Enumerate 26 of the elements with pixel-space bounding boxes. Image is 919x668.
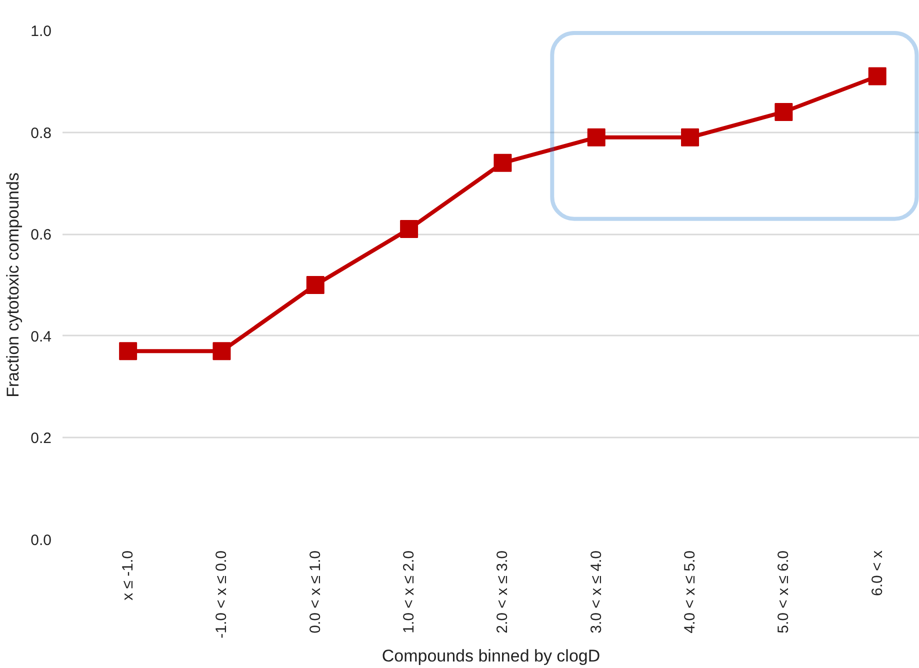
x-axis-title: Compounds binned by clogD <box>382 646 600 666</box>
x-tick-label: 1.0 < x ≤ 2.0 <box>400 550 418 634</box>
point <box>681 128 700 146</box>
y-axis-title: Fraction cytotoxic compounds <box>4 172 23 398</box>
x-tick-label: 5.0 < x ≤ 6.0 <box>775 550 792 634</box>
point <box>587 128 606 146</box>
y-tick-label: 0.6 <box>30 226 52 244</box>
x-tick-label: 2.0 < x ≤ 3.0 <box>494 550 512 634</box>
x-tick-label: x ≤ -1.0 <box>120 550 137 600</box>
y-tick-label: 1.0 <box>30 23 52 40</box>
x-tick-label: -1.0 < x ≤ 0.0 <box>213 550 230 638</box>
point <box>400 220 418 238</box>
y-tick-label: 0.4 <box>30 328 52 346</box>
point <box>306 276 324 294</box>
point <box>868 67 886 86</box>
x-tick-label: 4.0 < x ≤ 5.0 <box>682 550 699 634</box>
x-tick-label: 6.0 < x <box>868 550 886 596</box>
x-tick-label: 3.0 < x ≤ 4.0 <box>588 550 605 634</box>
point <box>212 342 231 360</box>
point <box>494 154 512 172</box>
point <box>774 102 793 121</box>
x-tick-label: 0.0 < x ≤ 1.0 <box>306 550 324 634</box>
y-tick-label: 0.0 <box>30 532 52 549</box>
y-tick-label: 0.8 <box>30 124 52 142</box>
y-tick-label: 0.2 <box>30 430 52 448</box>
point <box>119 342 138 360</box>
